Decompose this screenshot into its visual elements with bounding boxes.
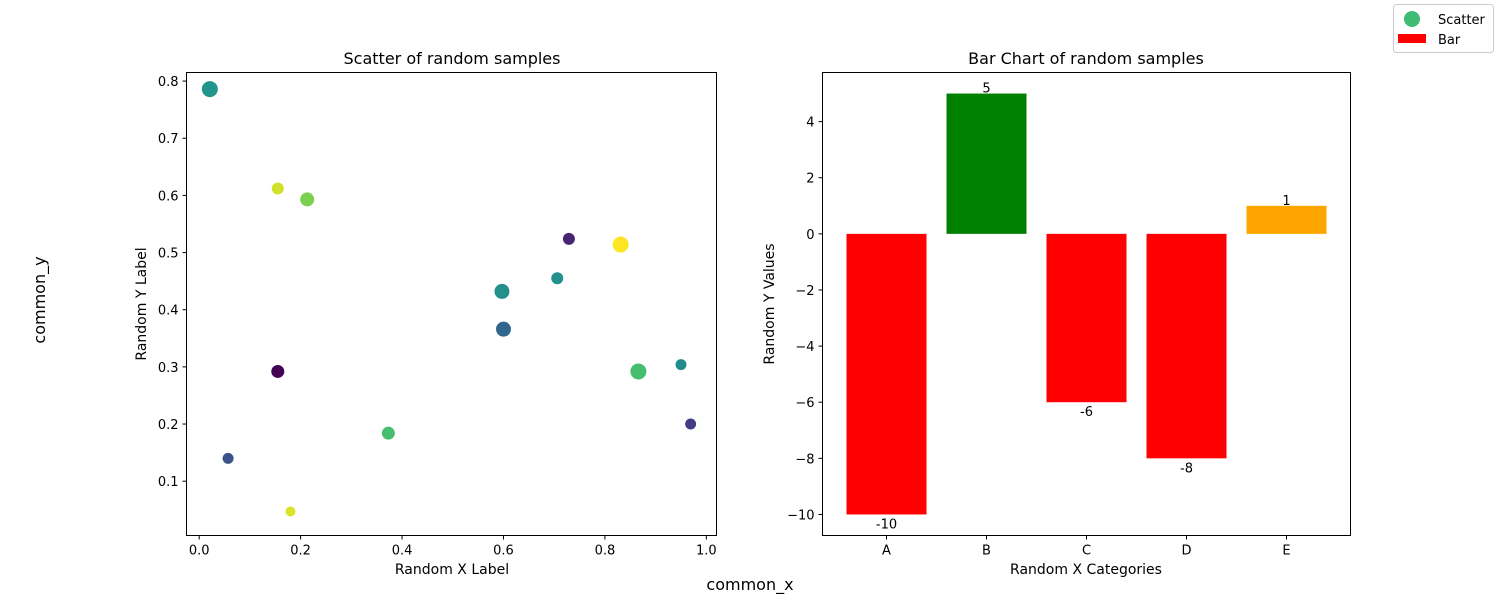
scatter-x-tick-label: 0.6 [493,544,514,559]
bar-y-tick-label: −4 [795,340,814,355]
scatter-point [630,363,647,380]
bar-B [946,93,1027,234]
bar-data-label: 5 [982,82,990,97]
scatter-point [201,81,218,98]
bar-bars [846,93,1327,515]
bar-x-tick-label: A [882,544,891,559]
scatter-point [685,418,697,430]
bar-x-tick-label: D [1181,544,1191,559]
bar-C [1046,233,1127,403]
common-y-label: common_y [30,256,50,343]
scatter-y-tick-label: 0.8 [158,75,179,90]
scatter-x-tick-label: 0.4 [392,544,413,559]
scatter-point [285,506,296,517]
scatter-point [271,364,285,378]
scatter-x-axis-label: Random X Label [395,562,509,578]
bar-data-label: -8 [1180,461,1193,476]
scatter-y-tick-label: 0.1 [158,475,179,490]
scatter-point [495,321,511,337]
legend-bar-label: Bar [1438,33,1461,48]
scatter-point [381,426,395,440]
bar-x-tick-label: B [982,544,991,559]
legend: Scatter Bar [1393,4,1494,53]
scatter-point [612,236,629,253]
bar-y-tick-label: −10 [787,508,814,523]
bar-y-ticks: −10 −8 −6 −4 −2 0 2 4 [787,116,823,523]
scatter-point [271,182,284,195]
scatter-y-tick-label: 0.6 [158,189,179,204]
scatter-x-tick-label: 1.0 [696,544,717,559]
legend-scatter-label: Scatter [1438,13,1486,28]
bar-y-tick-label: −6 [795,396,814,411]
scatter-y-tick-label: 0.7 [158,132,179,147]
scatter-x-tick-label: 0.0 [189,544,210,559]
bar-y-tick-label: −2 [795,284,814,299]
bar-data-label: -10 [876,517,897,532]
bar-y-tick-label: 2 [806,172,814,187]
legend-scatter-marker [1404,11,1420,27]
scatter-point [222,452,234,464]
scatter-x-ticks: 0.0 0.2 0.4 0.6 0.8 1.0 [189,535,717,559]
bar-y-tick-label: −8 [795,452,814,467]
bar-x-tick-label: C [1082,544,1091,559]
scatter-point [494,283,510,299]
scatter-y-tick-label: 0.3 [158,361,179,376]
scatter-point [562,232,575,245]
scatter-y-axis-label: Random Y Label [134,247,150,360]
bar-data-label: 1 [1282,194,1290,209]
bar-y-tick-label: 4 [806,116,814,131]
bar-data-label: -6 [1080,405,1093,420]
bar-D [1146,233,1227,459]
scatter-y-tick-label: 0.4 [158,304,179,319]
scatter-chart: Scatter of random samples 0.0 0.2 0.4 0.6 0.… [134,49,717,578]
scatter-y-tick-label: 0.5 [158,247,179,262]
scatter-x-tick-label: 0.8 [595,544,616,559]
bar-x-axis-label: Random X Categories [1010,562,1162,578]
bar-title: Bar Chart of random samples [968,49,1204,68]
scatter-title: Scatter of random samples [344,49,561,68]
scatter-points [201,81,697,517]
bar-x-ticks: A B C D E [882,535,1291,559]
bar-data-labels: -10 5 -6 -8 1 [876,82,1291,533]
bar-A [846,233,927,515]
common-x-label: common_x [706,575,793,595]
scatter-point [675,359,687,371]
scatter-axes-frame [186,72,717,536]
bar-E [1246,205,1327,234]
scatter-y-tick-label: 0.2 [158,418,179,433]
bar-x-tick-label: E [1282,544,1290,559]
scatter-point [300,192,315,207]
legend-bar-swatch [1398,34,1426,43]
scatter-x-tick-label: 0.2 [290,544,311,559]
bar-y-tick-label: 0 [806,228,814,243]
scatter-y-ticks: 0.1 0.2 0.3 0.4 0.5 0.6 0.7 0.8 [158,75,187,490]
scatter-point [551,272,564,285]
bar-y-axis-label: Random Y Values [762,243,778,364]
